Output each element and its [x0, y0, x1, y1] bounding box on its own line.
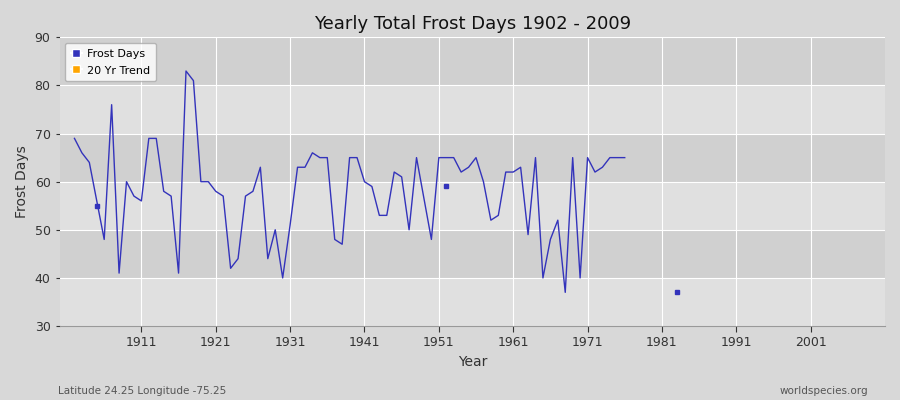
Y-axis label: Frost Days: Frost Days	[15, 145, 29, 218]
Title: Yearly Total Frost Days 1902 - 2009: Yearly Total Frost Days 1902 - 2009	[314, 15, 631, 33]
Legend: Frost Days, 20 Yr Trend: Frost Days, 20 Yr Trend	[65, 43, 156, 81]
X-axis label: Year: Year	[457, 355, 487, 369]
Bar	[59, 37, 885, 86]
Bar	[59, 182, 885, 230]
Bar	[59, 278, 885, 326]
Text: worldspecies.org: worldspecies.org	[780, 386, 868, 396]
Bar	[59, 86, 885, 134]
Bar	[59, 134, 885, 182]
Text: Latitude 24.25 Longitude -75.25: Latitude 24.25 Longitude -75.25	[58, 386, 227, 396]
Bar	[59, 230, 885, 278]
